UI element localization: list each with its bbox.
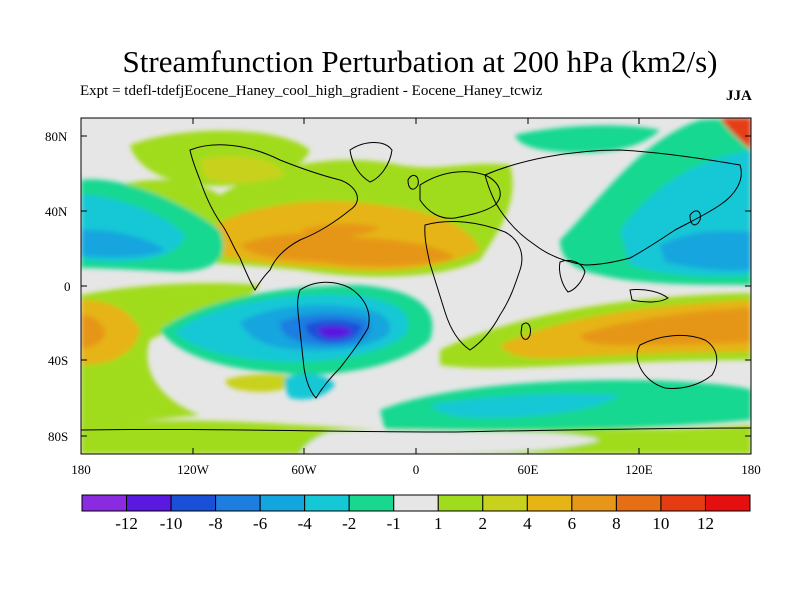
colorbar-swatch: [304, 494, 350, 512]
coast-uk: [407, 174, 419, 190]
contour-positive-6: [240, 233, 455, 267]
experiment-subtitle: Expt = tdefl-tdefjEocene_Haney_cool_high…: [80, 83, 543, 99]
coast-japan: [689, 210, 701, 226]
contour-positive-corner: [720, 118, 751, 150]
lat-label-0: 0: [64, 279, 71, 294]
contour-fill-layer: [81, 118, 751, 454]
lon-label-120e: 120E: [625, 462, 653, 477]
colorbar-swatch: [482, 494, 528, 512]
colorbar-swatch: [259, 494, 306, 512]
colorbar-label: -10: [160, 514, 183, 533]
contour-positive-6b: [300, 223, 380, 237]
map-title: Streamfunction Perturbation at 200 hPa (…: [122, 44, 718, 79]
contour-negative-west-pacific-4: [81, 229, 165, 258]
colorbar-swatch: [660, 494, 706, 512]
colorbar-label: 12: [697, 514, 714, 533]
colorbar-label: 8: [612, 514, 621, 533]
lon-label-60e: 60E: [518, 462, 539, 477]
map-panel: [81, 118, 751, 454]
contour-positive-2: [200, 155, 285, 183]
coast-greenland: [349, 142, 393, 183]
contour-negative-east-4: [660, 231, 751, 271]
coastlines: [81, 142, 751, 433]
colorbar-label: 10: [652, 514, 669, 533]
coast-indonesia: [629, 289, 669, 303]
colorbar-label: 2: [479, 514, 488, 533]
contour-negative-south-america: [284, 374, 335, 400]
contour-positive-south-west-4: [81, 300, 140, 365]
coast-india: [559, 259, 586, 293]
lon-label-180w: 180: [71, 462, 91, 477]
colorbar-label: -6: [253, 514, 267, 533]
colorbar-swatch: [170, 494, 217, 512]
coast-africa: [424, 221, 523, 351]
colorbar-label: -2: [342, 514, 356, 533]
contour-positive-south-atlantic-6: [580, 308, 751, 345]
lon-label-120w: 120W: [177, 462, 210, 477]
lon-label-180e: 180: [741, 462, 761, 477]
contour-positive-south-west-6: [81, 315, 105, 348]
lon-label-60w: 60W: [291, 462, 317, 477]
lon-axis: [80, 118, 752, 454]
contour-negative-antarctic-2: [430, 393, 620, 418]
coast-australia: [636, 335, 718, 389]
colorbar-label: -4: [298, 514, 313, 533]
colorbar-label: 6: [568, 514, 577, 533]
contour-zero-bottom: [300, 430, 600, 454]
colorbar-swatch: [704, 494, 751, 512]
colorbar-label: -1: [387, 514, 401, 533]
colorbar-swatch: [348, 494, 395, 512]
season-label: JJA: [726, 88, 752, 104]
coast-south-america: [297, 281, 370, 399]
lat-axis: [81, 135, 751, 437]
colorbar-swatch: [571, 494, 617, 512]
colorbar-label: 1: [434, 514, 443, 533]
coast-antarctica: [81, 427, 751, 433]
colorbar: -12 -10 -8 -6 -4 -2 -1 1 2 4 6 8 10 12: [81, 494, 751, 533]
colorbar-swatch: [615, 494, 662, 512]
colorbar-swatch: [437, 494, 484, 512]
lat-label-40s: 40S: [48, 353, 68, 368]
colorbar-label: 4: [523, 514, 532, 533]
lat-label-80n: 80N: [45, 129, 68, 144]
coast-asia: [484, 149, 742, 266]
contour-negative-arctic-east: [515, 125, 660, 153]
colorbar-swatch: [215, 494, 261, 512]
lat-label-80s: 80S: [48, 429, 68, 444]
contour-positive-south-pacific: [225, 374, 300, 392]
contour-negative-south-10: [318, 325, 352, 339]
lon-label-0: 0: [413, 462, 420, 477]
colorbar-label: -8: [209, 514, 223, 533]
colorbar-swatch: [81, 494, 128, 512]
colorbar-swatch: [526, 494, 573, 512]
lat-label-40n: 40N: [45, 204, 68, 219]
colorbar-label: -12: [115, 514, 138, 533]
coast-madagascar: [520, 322, 531, 340]
coast-north-america: [189, 144, 358, 291]
colorbar-swatch: [393, 494, 439, 512]
colorbar-swatch: [126, 494, 172, 512]
coast-europe: [419, 171, 501, 219]
